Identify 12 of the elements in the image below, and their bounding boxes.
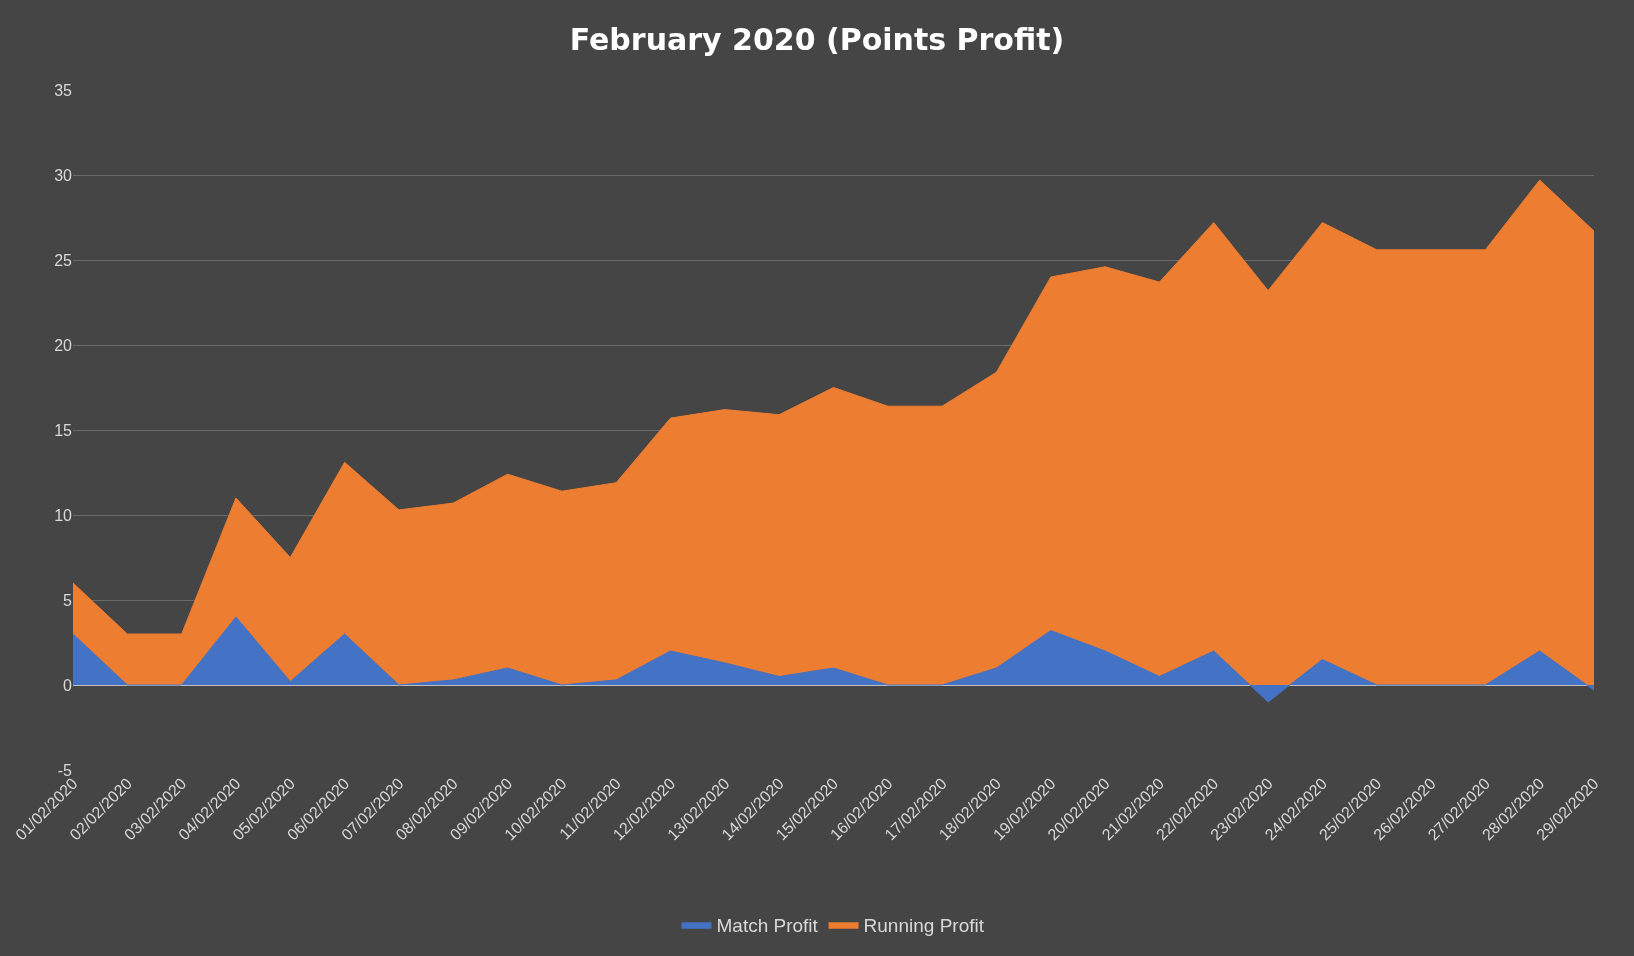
y-tick-label: 10 — [54, 506, 73, 524]
y-tick-label: 30 — [54, 166, 73, 184]
y-tick-label: 35 — [54, 81, 73, 99]
y-tick-label: -5 — [57, 761, 73, 779]
y-tick-label: 15 — [54, 421, 73, 439]
y-tick-label: 5 — [63, 591, 73, 609]
legend-label: Match Profit — [716, 915, 819, 937]
y-tick-label: 0 — [63, 676, 73, 694]
y-tick-label: 20 — [54, 336, 73, 354]
legend-label: Running Profit — [863, 915, 985, 937]
chart-title: February 2020 (Points Profit) — [569, 21, 1065, 57]
y-tick-label: 25 — [54, 251, 73, 269]
